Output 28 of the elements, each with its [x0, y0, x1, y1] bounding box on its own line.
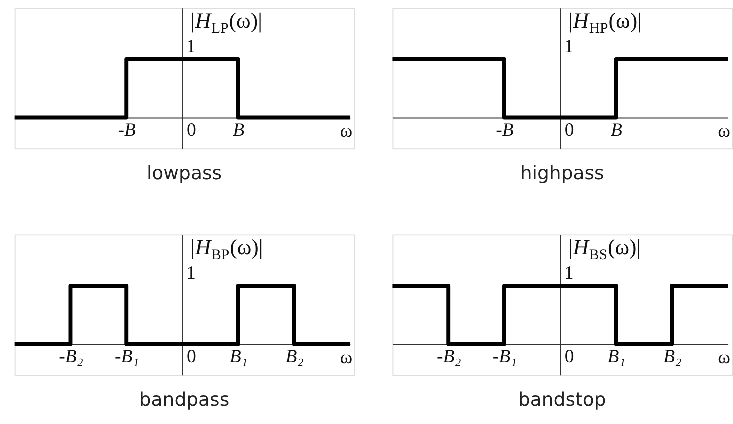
x-tick-label: B₁ [230, 346, 248, 368]
x-tick-label: 0 [186, 346, 196, 368]
text: highpass [520, 163, 604, 184]
x-axis-title: ω [718, 121, 731, 142]
x-axis-title: ω [340, 348, 353, 369]
x-tick-label: B [611, 120, 624, 142]
text: 1 [564, 36, 574, 58]
x-tick-label: -B₁ [492, 346, 518, 368]
text: lowpass [146, 163, 222, 184]
x-tick-label: B [233, 120, 246, 142]
text: 1 [186, 263, 196, 284]
x-tick-label: B₁ [608, 346, 626, 368]
x-tick-label: 0 [564, 120, 574, 142]
x-tick-label: -B₁ [114, 346, 140, 368]
text: 1 [186, 36, 196, 58]
x-tick-label: 0 [564, 346, 574, 368]
x-tick-label: -B [496, 120, 514, 142]
x-tick-label: 0 [186, 120, 196, 142]
x-tick-label: B₂ [664, 346, 682, 368]
x-tick-label: -B [118, 120, 136, 142]
x-tick-label: B₂ [286, 346, 304, 368]
x-axis-title: ω [340, 121, 353, 142]
x-axis-title: ω [718, 348, 731, 369]
text: bandstop [518, 390, 606, 411]
text: 1 [564, 263, 574, 284]
x-tick-label: -B₂ [59, 346, 84, 368]
x-tick-label: -B₂ [436, 346, 462, 368]
text: bandpass [139, 390, 230, 411]
